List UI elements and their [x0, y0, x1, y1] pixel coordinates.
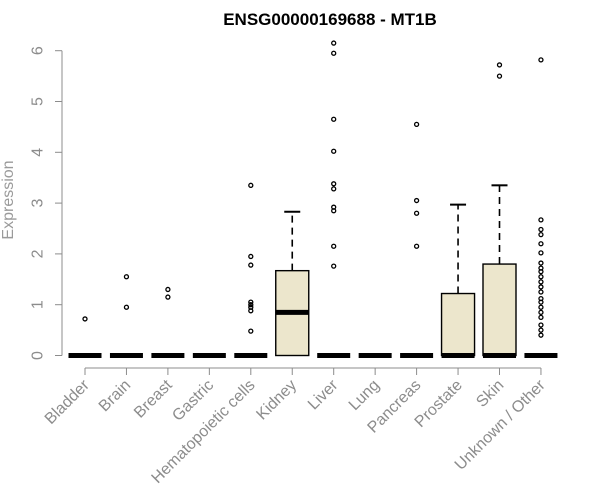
outlier-point [413, 197, 420, 204]
outlier-point [538, 226, 544, 233]
box-pancreas [400, 121, 434, 358]
outlier-point [538, 295, 544, 302]
y-tick-label: 4 [30, 148, 47, 157]
outlier-point [331, 181, 337, 187]
outlier-point [331, 148, 337, 154]
box-liver [317, 40, 351, 358]
x-tick-label: Lung [346, 377, 383, 414]
outlier-point [538, 314, 544, 321]
outlier-point [496, 73, 503, 79]
outlier-point [248, 182, 254, 188]
box-brain [109, 274, 143, 358]
outlier-point [248, 253, 254, 260]
outlier-point [538, 241, 544, 247]
outlier-point [248, 299, 254, 305]
outlier-point [538, 309, 544, 315]
y-tick-label: 6 [30, 46, 47, 55]
x-tick-label: Skin [473, 377, 507, 411]
outlier-point [538, 289, 544, 295]
outlier-point [538, 332, 544, 338]
y-axis-label: Expression [0, 160, 17, 239]
outlier-point [331, 186, 337, 192]
outlier-point [123, 304, 130, 310]
outlier-point [538, 250, 544, 256]
outlier-point [248, 262, 254, 268]
y-tick-label: 0 [30, 351, 47, 360]
outlier-point [538, 274, 544, 280]
outlier-point [248, 304, 254, 310]
box-unknown-other [524, 57, 558, 358]
box-body [482, 263, 517, 357]
outlier-point [538, 217, 544, 223]
y-tick-label: 2 [30, 249, 47, 258]
x-tick-label: Kidney [253, 377, 300, 424]
x-tick-label: Breast [131, 376, 176, 421]
outlier-point [331, 40, 337, 46]
box-breast [151, 286, 185, 358]
outlier-point [165, 294, 171, 300]
outlier-point [413, 243, 420, 249]
outlier-point [82, 316, 88, 322]
outlier-point [538, 327, 544, 333]
outlier-point [538, 260, 544, 266]
box-hematopoietic-cells [234, 182, 268, 358]
x-tick-label: Brain [96, 377, 134, 415]
y-tick-label: 1 [30, 300, 47, 309]
y-tick-label: 5 [30, 97, 47, 106]
outlier-point [538, 304, 544, 310]
outlier-point [413, 121, 420, 128]
x-tick-label: Liver [305, 376, 342, 413]
outlier-point [538, 231, 544, 238]
outlier-point [331, 204, 337, 210]
outlier-point [165, 286, 171, 293]
outlier-point [331, 50, 337, 56]
y-axis: 0 1 2 3 4 5 6 [30, 46, 63, 360]
outlier-point [496, 62, 503, 68]
outlier-point [538, 322, 544, 328]
outlier-point [248, 302, 254, 308]
box-body [440, 292, 476, 357]
outlier-point [123, 274, 130, 280]
y-tick-label: 3 [30, 199, 47, 208]
outlier-point [538, 284, 544, 290]
outlier-point [331, 116, 337, 122]
outlier-point [538, 265, 544, 271]
outlier-point [413, 210, 420, 216]
outlier-point [538, 57, 544, 63]
outlier-point [331, 263, 337, 269]
box-bladder [68, 316, 102, 358]
chart-title: ENSG00000169688 - MT1B [223, 10, 437, 29]
box-prostate [440, 203, 476, 358]
outlier-point [248, 328, 254, 334]
box-kidney [275, 210, 310, 357]
x-tick-label: Bladder [42, 376, 93, 427]
plot-region [68, 40, 558, 358]
outlier-point [331, 243, 337, 249]
box-skin [482, 62, 517, 358]
outlier-point [538, 279, 544, 285]
